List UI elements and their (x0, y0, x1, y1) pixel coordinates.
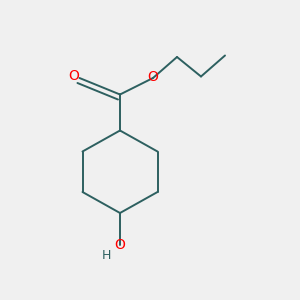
Text: O: O (68, 70, 79, 83)
Text: H: H (102, 249, 111, 262)
Text: O: O (115, 238, 125, 252)
Text: O: O (148, 70, 158, 84)
